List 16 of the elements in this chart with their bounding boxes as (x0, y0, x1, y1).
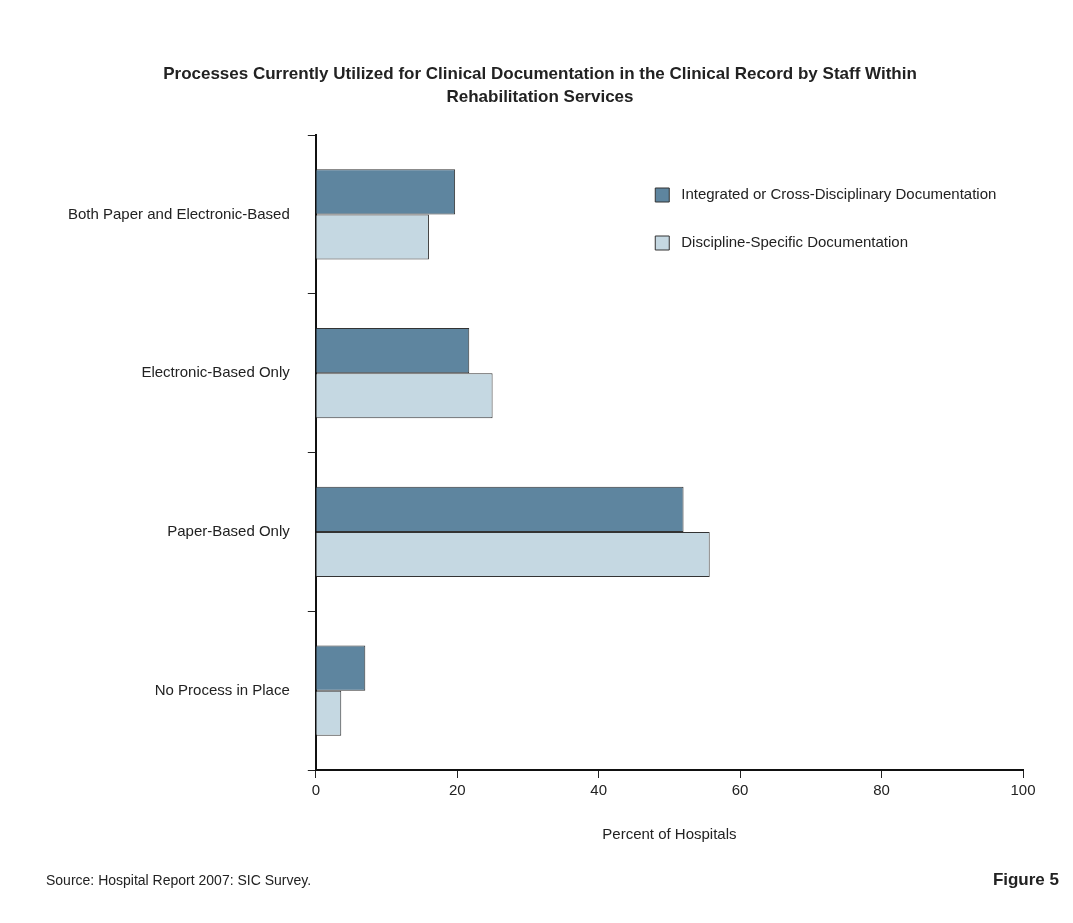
x-tick-label: 60 (731, 781, 749, 799)
legend-label: Discipline-Specific Documentation (681, 233, 909, 251)
y-tick-label: Electronic-Based Only (141, 363, 291, 381)
y-tick-label: Both Paper and Electronic-Based (67, 204, 290, 222)
chart-title: Processes Currently Utilized for Clinical Documentation in the Clinical Record by Staff Within Rehabilitation Services (162, 63, 918, 108)
x-tick-label: 40 (590, 781, 608, 799)
source-note: Source: Hospital Report 2007: SIC Survey. (46, 872, 312, 888)
x-axis-title: Percent of Hospitals (602, 825, 737, 843)
y-tick-label: No Process in Place (154, 680, 290, 698)
x-tick-label: 0 (311, 781, 320, 799)
legend-label: Integrated or Cross-Disciplinary Documentation (681, 185, 997, 203)
x-tick-label: 100 (1010, 781, 1036, 799)
x-tick-label: 80 (873, 781, 890, 799)
caption: Figure 5 (992, 870, 1059, 890)
x-tick-label: 20 (448, 781, 466, 799)
y-tick-label: Paper-Based Only (167, 522, 291, 540)
